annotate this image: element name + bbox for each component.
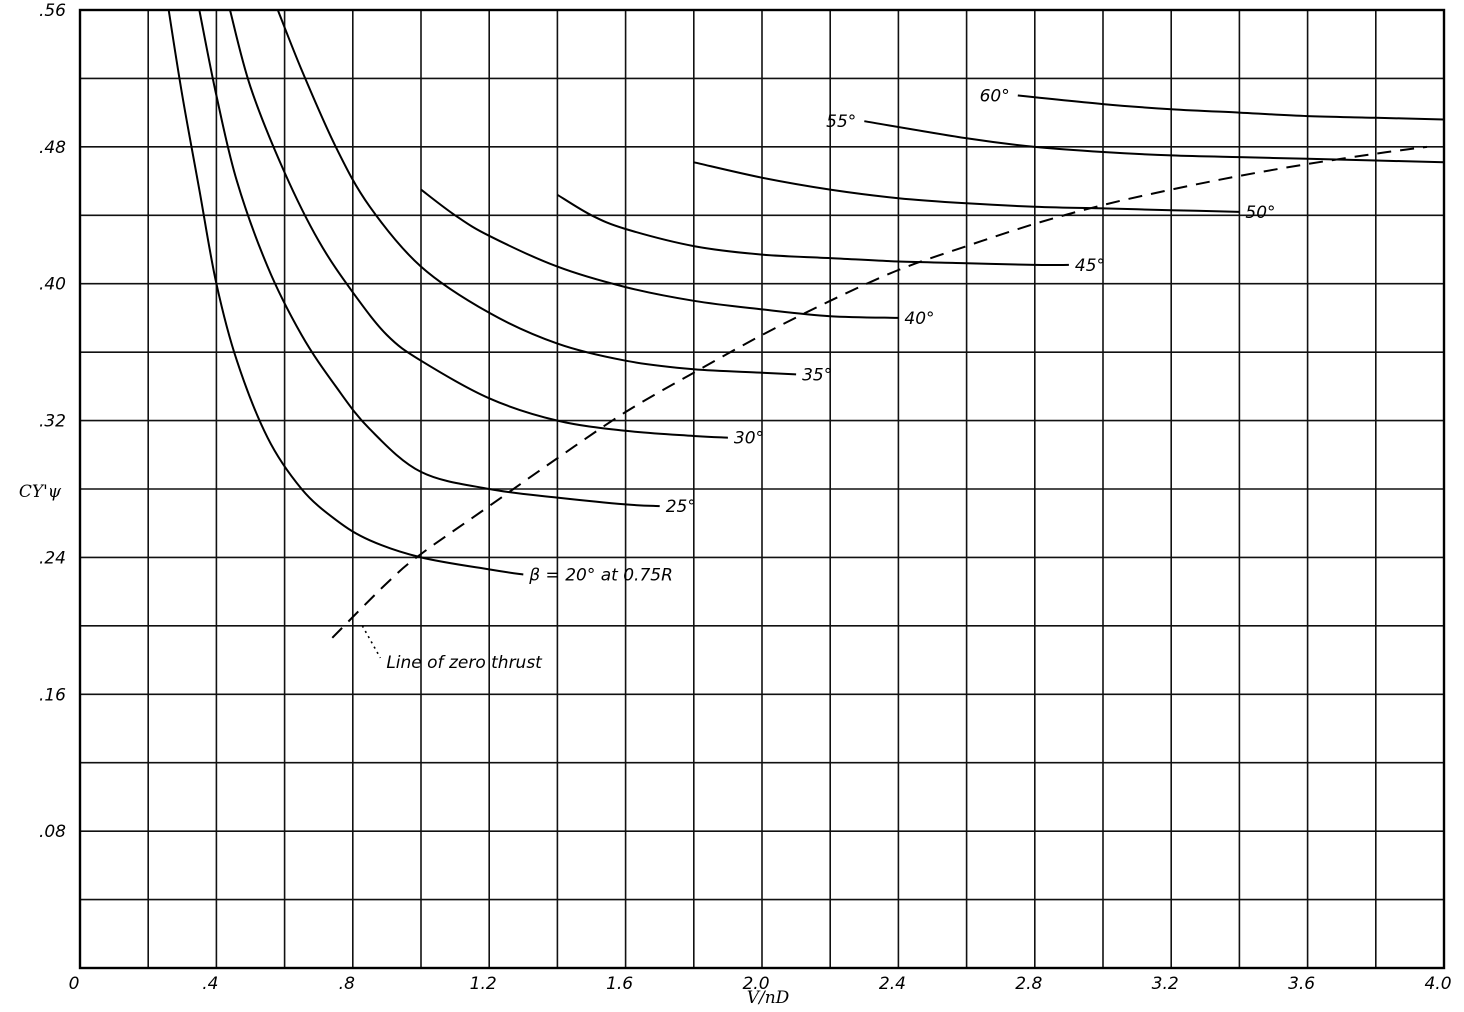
x-tick-label: 0 — [69, 974, 80, 994]
curve-40deg — [420, 188, 899, 319]
x-tick-label: 2.0 — [742, 974, 769, 994]
curve-labels: β = 20° at 0.75R 25° 30° 35° 40° 45° 50° 55° 60°… — [361, 87, 1276, 673]
grid — [78, 8, 1446, 970]
curve-45deg-label: 45° — [1075, 256, 1105, 276]
zero-thrust-line-label: Line of zero thrust — [386, 653, 543, 673]
tick-labels: 0 .4 .8 1.2 1.6 2.0 2.4 2.8 3.2 3.6 4.0 .08 .16 .24 .3… — [39, 1, 1452, 994]
curve-50deg — [693, 161, 1240, 213]
x-tick-label: 4.0 — [1424, 974, 1451, 994]
curve-55deg — [864, 120, 1445, 164]
curve-55deg-label: 55° — [826, 112, 856, 132]
curve-20deg-label: β = 20° at 0.75R — [528, 566, 673, 586]
x-tick-label: 2.4 — [879, 974, 906, 994]
curve-30deg-label: 30° — [734, 429, 764, 449]
curve-60deg — [1017, 94, 1445, 121]
y-tick-label: .08 — [39, 822, 66, 842]
x-tick-label: .8 — [339, 974, 355, 994]
x-tick-label: 1.2 — [470, 974, 497, 994]
x-tick-label: .4 — [202, 974, 218, 994]
x-tick-label: 3.6 — [1288, 974, 1315, 994]
curve-30deg — [229, 9, 728, 439]
curve-45deg — [556, 193, 1069, 267]
zero-thrust-line — [331, 145, 1428, 639]
y-tick-label: .56 — [39, 1, 66, 21]
y-tick-label: .24 — [39, 548, 66, 568]
y-axis-label: CY'ψ — [19, 482, 62, 502]
plot-frame — [78, 8, 1446, 970]
curve-35deg-label: 35° — [802, 365, 832, 385]
curve-25deg — [198, 9, 660, 508]
y-tick-label: .48 — [39, 138, 66, 158]
curve-35deg — [276, 9, 797, 376]
curves — [167, 9, 1445, 639]
x-axis-label: V/nD — [747, 988, 790, 1008]
zero-thrust-leader — [361, 625, 382, 659]
y-tick-label: .32 — [39, 412, 66, 432]
x-tick-label: 3.2 — [1152, 974, 1179, 994]
curve-40deg-label: 40° — [904, 309, 934, 329]
curve-20deg — [167, 9, 524, 576]
x-tick-label: 2.8 — [1015, 974, 1042, 994]
curve-25deg-label: 25° — [666, 497, 696, 517]
y-tick-label: .40 — [39, 275, 66, 295]
x-tick-label: 1.6 — [606, 974, 633, 994]
curve-60deg-label: 60° — [980, 87, 1010, 107]
curve-50deg-label: 50° — [1245, 203, 1275, 223]
y-tick-label: .16 — [39, 685, 66, 705]
